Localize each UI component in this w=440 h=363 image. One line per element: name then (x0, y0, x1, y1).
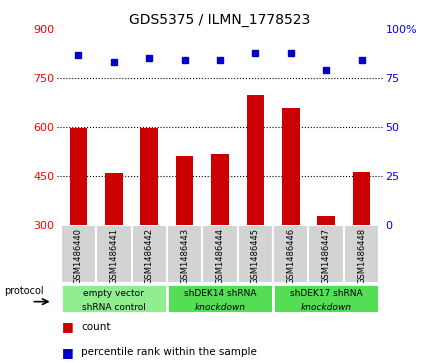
Bar (202, 225, 238, 283)
Text: shDEK14 shRNA: shDEK14 shRNA (184, 289, 256, 298)
Bar (105, 173, 123, 225)
Bar (353, 172, 370, 225)
Text: GSM1486443: GSM1486443 (180, 228, 189, 284)
Bar (61, 225, 96, 283)
Bar (273, 284, 379, 313)
Bar (167, 225, 202, 283)
Text: empty vector: empty vector (84, 289, 144, 298)
Title: GDS5375 / ILMN_1778523: GDS5375 / ILMN_1778523 (129, 13, 311, 26)
Bar (246, 95, 264, 225)
Bar (96, 225, 132, 283)
Bar (167, 284, 273, 313)
Text: GSM1486441: GSM1486441 (109, 228, 118, 284)
Text: GSM1486446: GSM1486446 (286, 228, 295, 284)
Text: knockdown: knockdown (194, 303, 246, 312)
Bar (70, 128, 87, 225)
Bar (344, 225, 379, 283)
Bar (176, 156, 194, 225)
Bar (273, 225, 308, 283)
Text: ■: ■ (62, 346, 73, 359)
Text: percentile rank within the sample: percentile rank within the sample (81, 347, 257, 357)
Text: GSM1486440: GSM1486440 (74, 228, 83, 284)
Text: GSM1486447: GSM1486447 (322, 228, 331, 284)
Bar (282, 109, 300, 225)
Bar (61, 284, 167, 313)
Text: GSM1486442: GSM1486442 (145, 228, 154, 284)
Bar (317, 216, 335, 225)
Text: count: count (81, 322, 111, 332)
Text: shDEK17 shRNA: shDEK17 shRNA (290, 289, 363, 298)
Bar (132, 225, 167, 283)
Text: knockdown: knockdown (301, 303, 352, 312)
Text: ■: ■ (62, 320, 73, 333)
Bar (238, 225, 273, 283)
Bar (211, 154, 229, 225)
Text: protocol: protocol (4, 286, 44, 296)
Text: GSM1486444: GSM1486444 (216, 228, 224, 284)
Text: GSM1486445: GSM1486445 (251, 228, 260, 284)
Text: GSM1486448: GSM1486448 (357, 228, 366, 284)
Bar (308, 225, 344, 283)
Bar (140, 128, 158, 225)
Text: shRNA control: shRNA control (82, 303, 146, 312)
